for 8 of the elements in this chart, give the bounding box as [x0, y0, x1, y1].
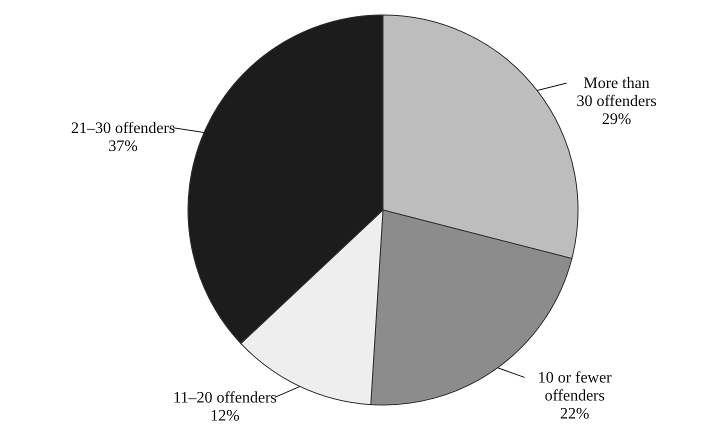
data-label: 12%: [210, 407, 240, 424]
data-label: 22%: [560, 405, 590, 422]
slice-label: 21–30 offenders: [70, 120, 176, 137]
data-label: 29%: [602, 111, 632, 128]
slice-label: 11–20 offenders: [173, 389, 277, 406]
data-label: 37%: [108, 138, 138, 155]
slice-label: 10 or fewer offenders: [538, 369, 612, 404]
slice-label: More than 30 offenders: [576, 75, 657, 110]
